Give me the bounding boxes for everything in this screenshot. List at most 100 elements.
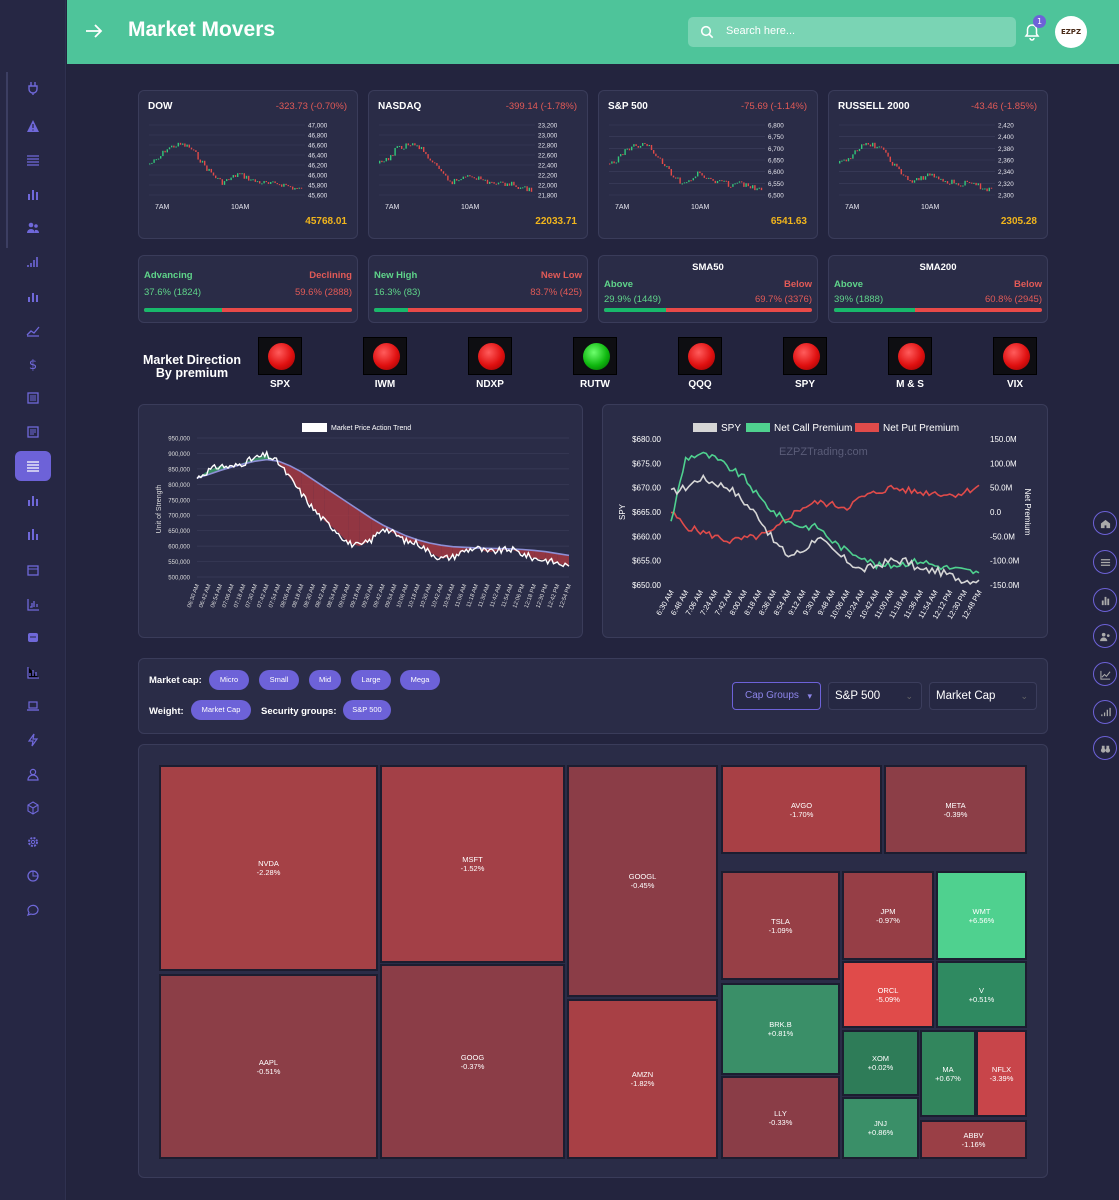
signal-icon[interactable] xyxy=(1093,700,1117,724)
laptop-icon[interactable] xyxy=(20,696,46,716)
heatmap-icon[interactable] xyxy=(15,451,51,481)
x-tick-label: 10AM xyxy=(461,204,479,211)
market-cap-small[interactable]: Small xyxy=(259,670,299,690)
stats-icon[interactable] xyxy=(20,524,46,544)
index-card-s-p-500[interactable]: S&P 500 -75.69 (-1.14%) 6541.63 6,800 6,750 6… xyxy=(598,90,818,239)
users-icon[interactable] xyxy=(1093,624,1117,648)
index-card-dow[interactable]: DOW -323.73 (-0.70%) 45768.01 47,000 46,800 4… xyxy=(138,90,358,239)
heatmap-tile-googl[interactable]: GOOGL -0.45% xyxy=(567,765,718,997)
candlestick xyxy=(460,178,462,181)
lightning-icon[interactable] xyxy=(20,730,46,750)
heatmap-tile-tsla[interactable]: TSLA -1.09% xyxy=(721,871,840,980)
y-tick-label: 6,500 xyxy=(768,193,784,200)
candlestick xyxy=(506,183,508,187)
market-cap-micro[interactable]: Micro xyxy=(209,670,249,690)
bar-chart-icon[interactable] xyxy=(20,184,46,204)
cube-icon[interactable] xyxy=(20,798,46,818)
heatmap-tile-wmt[interactable]: WMT +6.56% xyxy=(936,871,1027,960)
heatmap-tile-meta[interactable]: META -0.39% xyxy=(884,765,1027,854)
tile-change: +6.56% xyxy=(968,915,995,925)
heatmap-tile-msft[interactable]: MSFT -1.52% xyxy=(380,765,565,963)
candlestick xyxy=(522,187,524,189)
heatmap-tile-goog[interactable]: GOOG -0.37% xyxy=(380,964,565,1159)
y-tick-label: 23,000 xyxy=(538,133,558,140)
bar-chart-icon[interactable] xyxy=(1093,588,1117,612)
warning-icon[interactable] xyxy=(20,116,46,136)
heatmap-tile-xom[interactable]: XOM +0.02% xyxy=(842,1030,919,1096)
binoculars-icon[interactable] xyxy=(1093,736,1117,760)
list-icon[interactable] xyxy=(20,150,46,170)
tile-change: -0.51% xyxy=(256,1066,281,1076)
heatmap-tile-jpm[interactable]: JPM -0.97% xyxy=(842,871,934,960)
area-chart-icon[interactable] xyxy=(20,594,46,614)
trend-icon[interactable] xyxy=(20,320,46,340)
index-card-nasdaq[interactable]: NASDAQ -399.14 (-1.78%) 22033.71 23,200 23,0… xyxy=(368,90,588,239)
search-input[interactable]: Search here... xyxy=(688,17,1016,47)
bell-icon[interactable] xyxy=(1021,20,1043,42)
chat-box-icon[interactable] xyxy=(20,628,46,648)
y-tick-label-right: -100.0M xyxy=(990,557,1020,566)
heatmap-tile-brkb[interactable]: BRK.B +0.81% xyxy=(721,983,840,1075)
heatmap-tile-abbv[interactable]: ABBV -1.16% xyxy=(920,1120,1027,1159)
candlestick xyxy=(175,146,177,148)
heatmap-tile-nvda[interactable]: NVDA -2.28% xyxy=(159,765,378,971)
heatmap-tile-orcl[interactable]: ORCL -5.09% xyxy=(842,961,934,1028)
candlestick xyxy=(756,188,758,191)
heatmap-tile-jnj[interactable]: JNJ +0.86% xyxy=(842,1097,919,1159)
line-chart-icon[interactable] xyxy=(20,662,46,682)
candlestick xyxy=(655,153,657,157)
trend-fill-segment xyxy=(324,487,337,531)
heatmap-tile-nflx[interactable]: NFLX -3.39% xyxy=(976,1030,1027,1117)
user-icon[interactable] xyxy=(20,764,46,784)
candlestick xyxy=(990,187,993,189)
pie-chart-icon[interactable] xyxy=(20,866,46,886)
candlestick xyxy=(703,175,705,178)
heatmap-tile-lly[interactable]: LLY -0.33% xyxy=(721,1076,840,1159)
avatar[interactable]: EZPZ xyxy=(1055,16,1087,48)
candlestick xyxy=(190,147,193,150)
calendar-icon[interactable] xyxy=(20,560,46,580)
y-tick-label: 6,800 xyxy=(768,123,784,130)
expand-sidebar-icon[interactable] xyxy=(83,20,105,42)
comment-icon[interactable] xyxy=(20,900,46,920)
heatmap-tile-aapl[interactable]: AAPL -0.51% xyxy=(159,974,378,1159)
candlestick xyxy=(681,183,683,185)
dollar-icon[interactable]: $ xyxy=(20,354,46,374)
trend-icon[interactable] xyxy=(1093,662,1117,686)
sidebar-scroll-track[interactable] xyxy=(6,72,8,248)
cap-groups-dropdown[interactable]: Cap Groups ▾ xyxy=(732,682,821,710)
candlestick xyxy=(613,161,615,164)
heatmap-tile-avgo[interactable]: AVGO -1.70% xyxy=(721,765,882,854)
breadth-card: SMA200 Above Below 39% (1888) 60.8% (2945) xyxy=(828,255,1048,323)
candlestick xyxy=(188,144,190,148)
market-cap-mid[interactable]: Mid xyxy=(309,670,341,690)
weight-market-cap[interactable]: Market Cap xyxy=(191,700,251,720)
home-icon[interactable] xyxy=(1093,511,1117,535)
candlestick xyxy=(736,182,738,184)
bars-icon[interactable] xyxy=(20,490,46,510)
status-lamp xyxy=(268,343,295,370)
heatmap-tile-amzn[interactable]: AMZN -1.82% xyxy=(567,999,718,1159)
heatmap-tile-ma[interactable]: MA +0.67% xyxy=(920,1030,976,1117)
candlestick xyxy=(173,145,175,148)
signal-icon[interactable] xyxy=(20,252,46,272)
security-group-sp500[interactable]: S&P 500 xyxy=(343,700,391,720)
document-icon[interactable] xyxy=(20,422,46,442)
list-icon[interactable] xyxy=(1093,550,1117,574)
market-cap-large[interactable]: Large xyxy=(351,670,391,690)
heatmap-tile-v[interactable]: V +0.51% xyxy=(936,961,1027,1028)
x-tick-label: 12:54 PM xyxy=(559,583,573,609)
plug-icon[interactable] xyxy=(20,78,46,98)
breadth-card: SMA50 Above Below 29.9% (1449) 69.7% (3376) xyxy=(598,255,818,323)
column-chart-icon[interactable] xyxy=(20,286,46,306)
market-cap-mega[interactable]: Mega xyxy=(400,670,440,690)
candlestick xyxy=(385,158,387,162)
index-card-russell-2000[interactable]: RUSSELL 2000 -43.46 (-1.85%) 2305.28 2,420 2… xyxy=(828,90,1048,239)
trend-fill-segment xyxy=(348,502,360,547)
candlestick xyxy=(153,159,155,163)
gear-icon[interactable] xyxy=(20,832,46,852)
users-icon[interactable] xyxy=(20,218,46,238)
index-select[interactable]: S&P 500 ⌄ xyxy=(828,682,922,710)
newspaper-icon[interactable] xyxy=(20,388,46,408)
metric-select[interactable]: Market Cap ⌄ xyxy=(929,682,1037,710)
